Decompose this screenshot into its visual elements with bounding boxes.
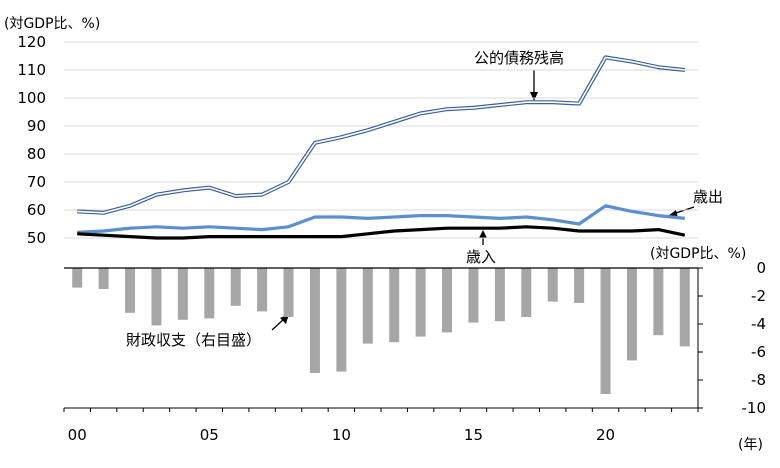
y-tick-label-left: 90	[27, 117, 46, 135]
balance-bar	[72, 268, 83, 288]
top-panel-unit-label: (対GDP比、%)	[4, 16, 100, 32]
balance-bar	[653, 268, 664, 336]
annotation-expenditure-label: 歳出	[693, 188, 723, 206]
y-tick-label-left: 50	[27, 229, 46, 247]
x-tick-label: 15	[464, 426, 483, 444]
y-tick-label-left: 110	[17, 61, 46, 79]
y-tick-label-right: -6	[751, 343, 766, 361]
expenditure-line	[77, 204, 685, 234]
balance-bar	[389, 268, 400, 343]
y-tick-label-right: -8	[751, 371, 766, 389]
balance-bar	[600, 268, 611, 394]
balance-bar	[679, 268, 690, 347]
balance-bar	[336, 268, 347, 372]
annotation-balance-label: 財政収支（右目盛）	[126, 331, 261, 349]
balance-bar	[547, 268, 558, 302]
balance-bar	[468, 268, 479, 323]
balance-bar	[283, 268, 294, 317]
debt-line	[77, 55, 686, 215]
y-tick-label-right: -4	[751, 315, 766, 333]
y-tick-label-left: 60	[27, 201, 46, 219]
balance-bar	[494, 268, 505, 322]
balance-bar	[177, 268, 188, 320]
bottom-panel-unit-label: (対GDP比、%)	[650, 246, 746, 262]
balance-bar	[151, 268, 162, 326]
annotation-debt-arrowhead	[530, 92, 538, 101]
balance-bar	[626, 268, 637, 361]
revenue-line	[77, 225, 686, 240]
debt-line-inner	[77, 56, 685, 214]
balance-bar	[415, 268, 426, 337]
y-tick-label-left: 80	[27, 145, 46, 163]
balance-bar	[230, 268, 241, 306]
balance-bar	[98, 268, 109, 289]
balance-bar	[442, 268, 453, 333]
balance-bar	[125, 268, 136, 313]
x-tick-label: 00	[68, 426, 87, 444]
x-tick-label: 10	[332, 426, 351, 444]
annotation-revenue-label: 歳入	[466, 248, 496, 266]
x-tick-label: 05	[200, 426, 219, 444]
annotation-debt-label: 公的債務残高	[474, 49, 564, 67]
y-tick-label-right: -2	[751, 287, 766, 305]
x-tick-label: 20	[596, 426, 615, 444]
balance-bar	[362, 268, 373, 344]
y-tick-label-left: 120	[17, 33, 46, 51]
y-tick-label-left: 100	[17, 89, 46, 107]
balance-bar	[309, 268, 320, 373]
x-axis-unit-label: (年)	[738, 437, 763, 453]
y-tick-label-left: 70	[27, 173, 46, 191]
balance-bar	[574, 268, 585, 303]
y-tick-label-right: -10	[742, 399, 767, 417]
y-tick-label-right: 0	[756, 259, 766, 277]
annotation-revenue-arrowhead	[479, 230, 487, 238]
balance-bar	[204, 268, 215, 319]
balance-bar	[521, 268, 532, 317]
balance-bar	[257, 268, 268, 312]
